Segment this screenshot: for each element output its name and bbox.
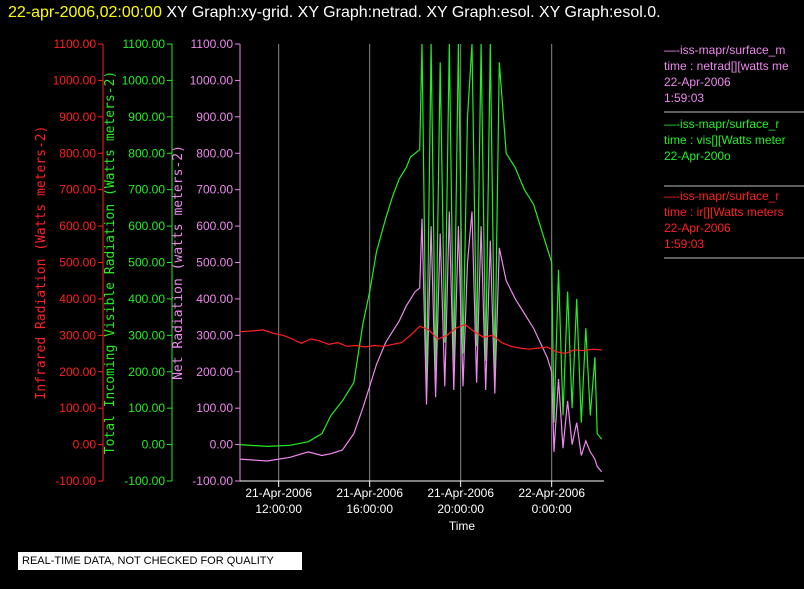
legend-entry-1-line-2: 22-Apr-200o (664, 149, 731, 163)
y-tick-label-1-10: 900.00 (128, 110, 165, 124)
x-tick-label-2-0: 21-Apr-2006 (427, 486, 494, 500)
y-tick-label-1-2: 100.00 (128, 401, 165, 415)
series-line-2 (239, 323, 602, 355)
x-tick-label-3-1: 0:00:00 (532, 502, 572, 516)
y-tick-label-0-0: -100.00 (55, 474, 96, 488)
y-tick-label-0-4: 300.00 (59, 328, 96, 342)
x-tick-label-0-1: 12:00:00 (255, 502, 302, 516)
header-date: 22-apr-2006,02:00:00 (8, 4, 162, 21)
y-tick-label-2-8: 700.00 (196, 183, 233, 197)
x-tick-label-2-1: 20:00:00 (437, 502, 484, 516)
x-tick-label-1-1: 16:00:00 (346, 502, 393, 516)
y-tick-label-2-9: 800.00 (196, 146, 233, 160)
x-tick-label-1-0: 21-Apr-2006 (336, 486, 403, 500)
legend-entry-0-line-3: 1:59:03 (664, 91, 705, 105)
y-tick-label-2-4: 300.00 (196, 328, 233, 342)
y-tick-label-1-3: 200.00 (128, 365, 165, 379)
y-tick-label-1-4: 300.00 (128, 328, 165, 342)
y-axis-label-2: Net Radiation (watts meters-2) (171, 145, 186, 380)
y-tick-label-2-5: 400.00 (196, 292, 233, 306)
y-tick-label-1-1: 0.00 (142, 438, 166, 452)
header-graph-list: XY Graph:xy-grid. XY Graph:netrad. XY Gr… (166, 4, 661, 21)
y-tick-label-2-2: 100.00 (196, 401, 233, 415)
legend-entry-2-line-1: time : ir[][Watts meters (664, 205, 784, 219)
y-tick-label-2-7: 600.00 (196, 219, 233, 233)
window-title: 22-apr-2006,02:00:00 XY Graph:xy-grid. X… (8, 4, 661, 22)
y-tick-label-0-10: 900.00 (59, 110, 96, 124)
y-tick-label-2-11: 1000.00 (190, 73, 234, 87)
y-tick-label-1-0: -100.00 (124, 474, 165, 488)
y-tick-label-2-12: 1100.00 (191, 37, 234, 51)
legend-entry-0-line-2: 22-Apr-2006 (664, 75, 731, 89)
y-tick-label-1-5: 400.00 (128, 292, 165, 306)
y-tick-label-2-6: 500.00 (196, 256, 233, 270)
y-tick-label-0-7: 600.00 (59, 219, 96, 233)
y-tick-label-0-5: 400.00 (59, 292, 96, 306)
legend-entry-2-line-3: 1:59:03 (664, 237, 705, 251)
legend-entry-2-line-2: 22-Apr-2006 (664, 221, 731, 235)
series-line-0 (239, 43, 603, 448)
y-tick-label-0-12: 1100.00 (54, 37, 97, 51)
quality-notice: REAL-TIME DATA, NOT CHECKED FOR QUALITY (18, 552, 302, 570)
y-tick-label-0-1: 0.00 (73, 438, 97, 452)
y-tick-label-0-9: 800.00 (59, 146, 96, 160)
legend-entry-0-line-1: time : netrad[][watts me (664, 59, 789, 73)
y-tick-label-1-12: 1100.00 (123, 37, 166, 51)
y-axis-label-0: Infrared Radiation (Watts meters-2) (34, 126, 49, 400)
y-tick-label-2-1: 0.00 (210, 438, 234, 452)
legend-entry-2-line-0: —-iss-mapr/surface_r (664, 189, 780, 203)
legend-entry-0-line-0: —-iss-mapr/surface_m (664, 43, 786, 57)
legend-entry-1-line-0: —-iss-mapr/surface_r (664, 117, 780, 131)
y-tick-label-1-7: 600.00 (128, 219, 165, 233)
y-tick-label-1-9: 800.00 (128, 146, 165, 160)
y-tick-label-0-3: 200.00 (59, 365, 96, 379)
y-tick-label-2-0: -100.00 (192, 474, 233, 488)
y-tick-label-0-8: 700.00 (59, 183, 96, 197)
y-tick-label-1-11: 1000.00 (122, 73, 166, 87)
y-axis-label-1: Total Incoming Visible Radiation (Watts … (103, 71, 118, 455)
x-tick-label-0-0: 21-Apr-2006 (245, 486, 312, 500)
y-tick-label-0-2: 100.00 (59, 401, 96, 415)
y-tick-label-2-3: 200.00 (196, 365, 233, 379)
x-tick-label-3-0: 22-Apr-2006 (518, 486, 585, 500)
y-tick-label-2-10: 900.00 (196, 110, 233, 124)
y-tick-label-1-8: 700.00 (128, 183, 165, 197)
y-tick-label-0-11: 1000.00 (53, 73, 97, 87)
y-tick-label-1-6: 500.00 (128, 256, 165, 270)
x-axis-label: Time (449, 519, 476, 533)
series-line-1 (239, 211, 603, 473)
legend-entry-1-line-1: time : vis[][Watts meter (664, 133, 786, 147)
y-tick-label-0-6: 500.00 (59, 256, 96, 270)
